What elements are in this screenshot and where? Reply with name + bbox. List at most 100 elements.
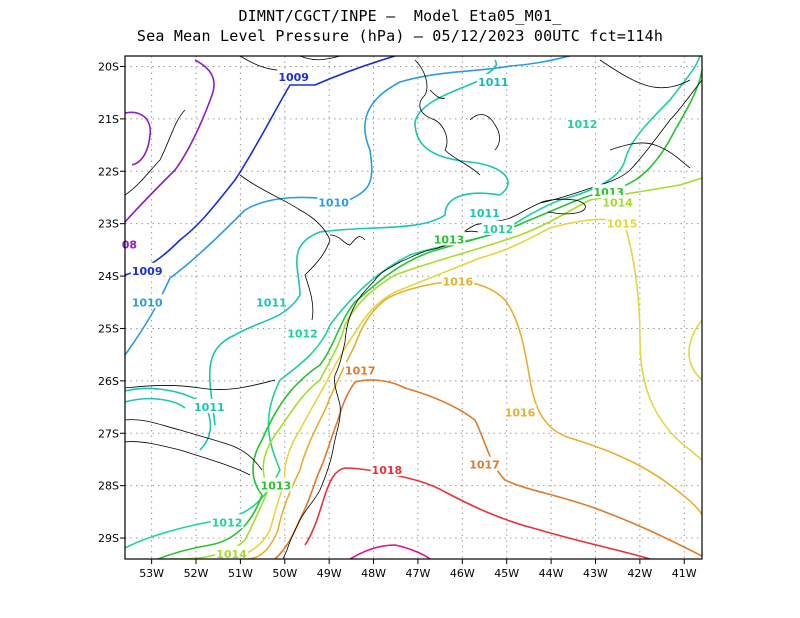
y-tick-label: 28S bbox=[98, 480, 119, 493]
contour-label-bg bbox=[477, 74, 510, 89]
contour-label-08: 08 bbox=[122, 239, 137, 252]
contour-labels: 1009 1011 1012 1010 1013 1014 1015 1011 1012 1013… bbox=[120, 68, 639, 561]
x-tick-label: 49W bbox=[317, 567, 342, 580]
grid-lines bbox=[125, 56, 702, 559]
x-tick-label: 53W bbox=[139, 567, 164, 580]
axis-ticks: 53W 52W 51W 50W 49W 48W 47W 46W 45W 44W 43W 42W 41W 2… bbox=[98, 60, 697, 580]
contour-label-bg bbox=[481, 220, 515, 235]
y-tick-label: 27S bbox=[98, 427, 119, 440]
contour-label-bg bbox=[255, 294, 288, 309]
contour-label-bg bbox=[343, 362, 377, 377]
x-tick-label: 51W bbox=[228, 567, 253, 580]
isobar-1014 bbox=[170, 177, 702, 559]
contour-label-bg bbox=[441, 273, 475, 288]
y-tick-label: 24S bbox=[98, 270, 119, 283]
contour-label-bg bbox=[215, 545, 248, 560]
coastline-segment bbox=[599, 59, 691, 89]
contour-label-1016: 1016 bbox=[443, 275, 474, 288]
contour-label-bg bbox=[317, 194, 350, 209]
contour-label-1014: 1014 bbox=[216, 548, 247, 561]
isobar-1008 bbox=[125, 59, 215, 223]
contour-label-bg bbox=[130, 294, 164, 309]
isobar-1016 bbox=[245, 280, 702, 559]
contour-label-1017: 1017 bbox=[469, 459, 500, 472]
isobar-1018 bbox=[304, 467, 651, 559]
contour-label-1011: 1011 bbox=[256, 296, 287, 309]
contour-label-1010: 1010 bbox=[132, 296, 163, 309]
contour-label-bg bbox=[565, 116, 599, 131]
x-tick-label: 41W bbox=[672, 567, 697, 580]
x-tick-label: 50W bbox=[272, 567, 297, 580]
contour-label-bg bbox=[432, 231, 466, 246]
contour-label-1009: 1009 bbox=[278, 71, 309, 84]
isobar-1017 bbox=[274, 379, 702, 559]
contour-label-bg bbox=[605, 215, 639, 230]
y-tick-label: 26S bbox=[98, 375, 119, 388]
y-tick-label: 25S bbox=[98, 322, 119, 335]
coastline-boundaries bbox=[125, 56, 702, 559]
isobar-1012 bbox=[125, 56, 701, 549]
coastline-segment bbox=[299, 56, 341, 61]
contour-label-1010: 1010 bbox=[318, 197, 349, 210]
contour-label-1012: 1012 bbox=[212, 516, 243, 529]
isobar-1009 bbox=[125, 56, 396, 276]
contour-label-bg bbox=[277, 68, 310, 83]
contour-label-1011: 1011 bbox=[469, 207, 500, 220]
contour-label-bg bbox=[601, 194, 634, 209]
contour-label-1016: 1016 bbox=[505, 406, 536, 419]
chart-title-line1: DIMNT/CGCT/INPE – Model Eta05_M01_ bbox=[238, 7, 562, 25]
x-tick-label: 46W bbox=[450, 567, 475, 580]
coastline-segment bbox=[125, 441, 251, 476]
coastline-segment bbox=[609, 142, 691, 169]
coastline-segment bbox=[239, 174, 331, 321]
x-tick-label: 43W bbox=[583, 567, 608, 580]
contour-label-1014: 1014 bbox=[602, 197, 633, 210]
contour-label-1012: 1012 bbox=[287, 328, 318, 341]
coastline-segment bbox=[329, 234, 366, 246]
contour-label-1009: 1009 bbox=[132, 265, 163, 278]
y-tick-label: 22S bbox=[98, 165, 119, 178]
coastline-segment bbox=[239, 56, 291, 71]
x-tick-label: 44W bbox=[539, 567, 564, 580]
contour-label-bg bbox=[468, 456, 501, 471]
contour-label-bg bbox=[130, 262, 164, 277]
contour-label-1011: 1011 bbox=[478, 76, 509, 89]
isobar-1013 bbox=[155, 69, 702, 559]
coastline-segment bbox=[125, 109, 186, 196]
isobar-contours bbox=[125, 56, 702, 559]
coastline-segment bbox=[429, 89, 446, 99]
y-tick-label: 20S bbox=[98, 60, 119, 73]
chart-title-line2: Sea Mean Level Pressure (hPa) – 05/12/20… bbox=[136, 27, 664, 45]
contour-label-bg bbox=[259, 477, 293, 492]
coastline-segment bbox=[469, 114, 500, 151]
contour-label-bg bbox=[503, 404, 537, 419]
contour-label-1015: 1015 bbox=[607, 218, 638, 231]
x-tick-label: 45W bbox=[494, 567, 519, 580]
contour-label-1012: 1012 bbox=[483, 223, 514, 236]
contour-label-1013: 1013 bbox=[434, 233, 465, 246]
coastline-segment bbox=[539, 198, 586, 215]
y-tick-label: 21S bbox=[98, 113, 119, 126]
x-tick-label: 47W bbox=[406, 567, 431, 580]
isobar-1010 bbox=[125, 56, 571, 356]
isobar-1019 bbox=[349, 544, 431, 559]
coastline-segment bbox=[125, 419, 263, 471]
contour-label-bg bbox=[370, 461, 404, 476]
y-tick-label: 23S bbox=[98, 218, 119, 231]
y-tick-label: 29S bbox=[98, 532, 119, 545]
contour-label-1012: 1012 bbox=[567, 118, 598, 131]
coastline-segment bbox=[282, 79, 702, 559]
isobar-1015 bbox=[215, 218, 702, 559]
contour-label-bg bbox=[210, 514, 244, 529]
x-tick-label: 52W bbox=[184, 567, 209, 580]
contour-label-bg bbox=[468, 205, 501, 220]
coastline-segment bbox=[414, 59, 481, 176]
x-tick-label: 42W bbox=[627, 567, 652, 580]
x-tick-label: 48W bbox=[361, 567, 386, 580]
plot-frame bbox=[124, 55, 703, 560]
contour-label-1013: 1013 bbox=[261, 480, 292, 493]
contour-label-1017: 1017 bbox=[345, 364, 376, 377]
coastline-segment bbox=[125, 379, 276, 390]
contour-label-1018: 1018 bbox=[372, 464, 403, 477]
